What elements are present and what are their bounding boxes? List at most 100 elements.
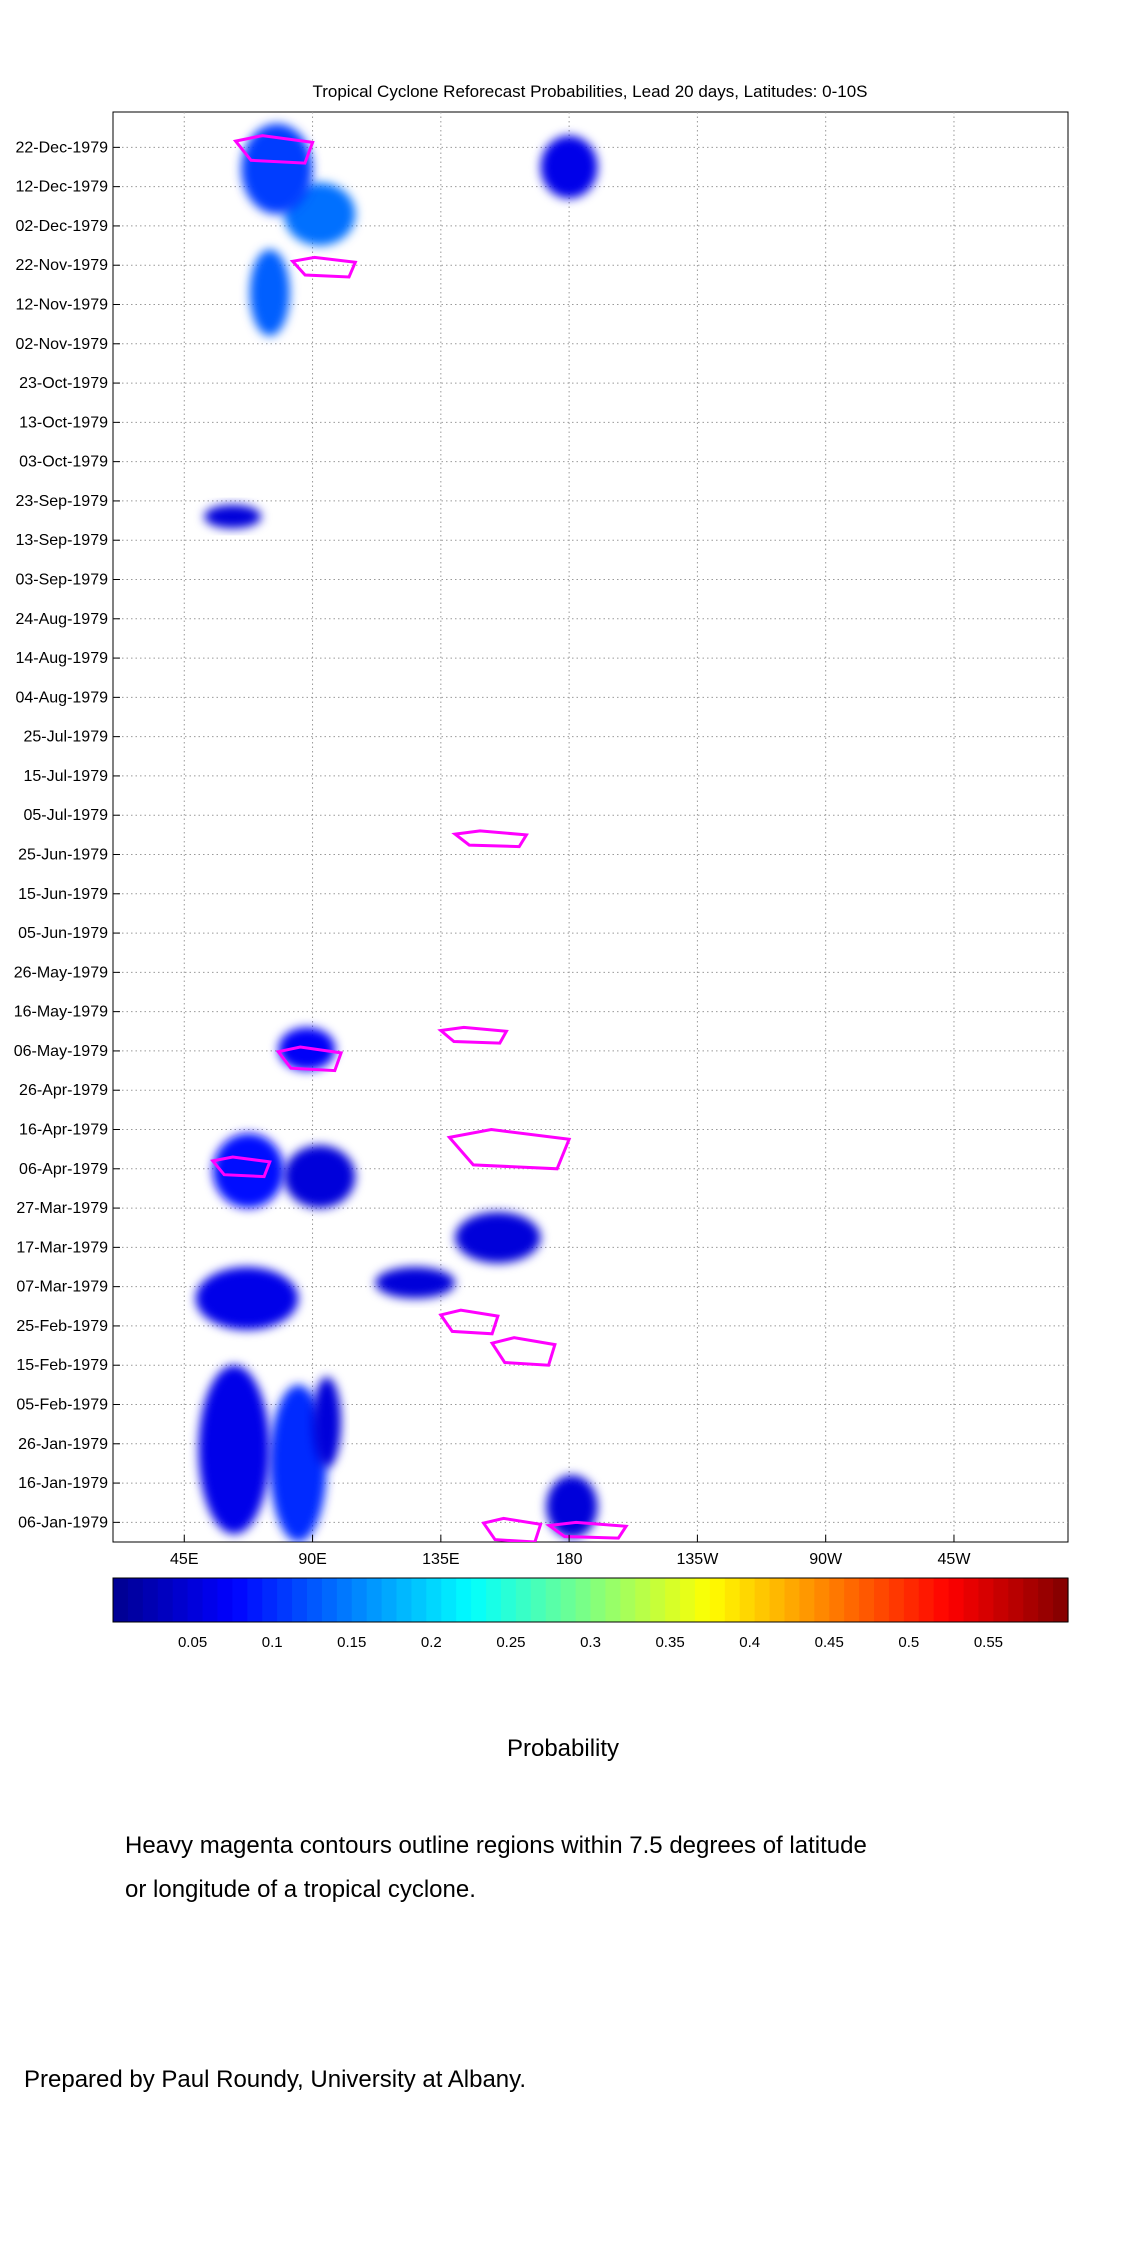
colorbar-swatch xyxy=(680,1578,696,1622)
x-tick-label: 90E xyxy=(298,1551,326,1568)
colorbar-swatch xyxy=(993,1578,1009,1622)
cyclone-contour xyxy=(451,829,529,849)
y-tick-label: 03-Sep-1979 xyxy=(15,572,108,589)
colorbar-swatch xyxy=(545,1578,562,1622)
colorbar-swatch xyxy=(799,1578,815,1622)
colorbar-swatch xyxy=(1023,1578,1039,1622)
colorbar-swatch xyxy=(336,1578,353,1622)
y-tick-label: 23-Sep-1979 xyxy=(15,493,108,510)
colorbar-swatch xyxy=(739,1578,756,1622)
y-tick-label: 13-Oct-1979 xyxy=(19,414,108,431)
colorbar-swatch xyxy=(321,1578,338,1622)
colorbar-swatch xyxy=(724,1578,741,1622)
cyclone-contour xyxy=(446,1127,572,1171)
colorbar: 0.05 0.1 0.15 0.2 0.25 0.3 0.35 0.4 0.45 0.5 0.55 xyxy=(112,1577,1069,1651)
colorbar-swatch xyxy=(918,1578,935,1622)
colorbar-swatch xyxy=(113,1578,129,1622)
colorbar-swatch xyxy=(694,1578,711,1622)
caption: Heavy magenta contours outline regions w… xyxy=(125,1824,1025,1912)
y-tick-label: 06-May-1979 xyxy=(14,1043,108,1060)
colorbar-tick-label: 0.45 xyxy=(815,1634,844,1651)
y-tick-label: 22-Dec-1979 xyxy=(16,139,109,156)
y-tick-label: 15-Feb-1979 xyxy=(16,1357,108,1374)
caption-line-2: or longitude of a tropical cyclone. xyxy=(125,1876,476,1903)
y-tick-label: 16-Jan-1979 xyxy=(18,1475,108,1492)
probability-region xyxy=(540,135,598,199)
colorbar-swatch xyxy=(650,1578,666,1622)
colorbar-swatch xyxy=(306,1578,323,1622)
colorbar-swatch xyxy=(874,1578,890,1622)
colorbar-tick-label: 0.3 xyxy=(580,1634,601,1651)
colorbar-swatch xyxy=(844,1578,860,1622)
colorbar-swatch xyxy=(157,1578,174,1622)
colorbar-swatch xyxy=(1038,1578,1054,1622)
colorbar-swatch xyxy=(605,1578,621,1622)
colorbar-swatch xyxy=(217,1578,233,1622)
colorbar-swatch xyxy=(486,1578,502,1622)
probability-region xyxy=(249,249,290,336)
colorbar-swatch xyxy=(963,1578,980,1622)
colorbar-swatch xyxy=(500,1578,517,1622)
y-tick-label: 05-Jun-1979 xyxy=(18,925,108,942)
y-tick-label: 26-Apr-1979 xyxy=(19,1082,108,1099)
colorbar-swatch xyxy=(426,1578,442,1622)
colorbar-swatch xyxy=(351,1578,368,1622)
probability-region xyxy=(204,504,262,529)
colorbar-swatch xyxy=(635,1578,651,1622)
y-tick-label: 16-May-1979 xyxy=(14,1004,108,1021)
colorbar-swatch xyxy=(262,1578,278,1622)
cyclone-contour xyxy=(232,134,315,165)
x-tick-label: 45W xyxy=(938,1551,972,1568)
y-tick-label: 24-Aug-1979 xyxy=(15,611,108,628)
colorbar-swatch xyxy=(127,1578,144,1622)
colorbar-swatch xyxy=(456,1578,472,1622)
colorbar-swatch xyxy=(859,1578,875,1622)
colorbar-tick-label: 0.05 xyxy=(178,1634,207,1651)
y-tick-label: 17-Mar-1979 xyxy=(16,1239,108,1256)
probability-region xyxy=(198,1365,270,1535)
colorbar-tick-label: 0.55 xyxy=(974,1634,1003,1651)
colorbar-swatch xyxy=(396,1578,413,1622)
y-tick-label: 13-Sep-1979 xyxy=(15,532,108,549)
x-tick-label: 45E xyxy=(170,1551,198,1568)
colorbar-swatch xyxy=(1053,1578,1069,1622)
probability-region xyxy=(312,1377,342,1468)
y-tick-label: 05-Jul-1979 xyxy=(24,807,109,824)
probability-region xyxy=(241,123,313,215)
colorbar-swatch xyxy=(202,1578,219,1622)
cyclone-contour xyxy=(437,1025,509,1045)
y-tick-label: 02-Nov-1979 xyxy=(16,336,109,353)
colorbar-swatch xyxy=(829,1578,845,1622)
colorbar-swatch xyxy=(709,1578,726,1622)
colorbar-tick-label: 0.5 xyxy=(898,1634,919,1651)
y-tick-label: 26-May-1979 xyxy=(14,964,108,981)
colorbar-swatch xyxy=(933,1578,950,1622)
x-tick-label: 90W xyxy=(809,1551,843,1568)
y-tick-label: 16-Apr-1979 xyxy=(19,1122,108,1139)
x-tick-label: 135W xyxy=(677,1551,720,1568)
caption-line-1: Heavy magenta contours outline regions w… xyxy=(125,1832,867,1859)
colorbar-swatch xyxy=(948,1578,965,1622)
cyclone-contour xyxy=(545,1520,629,1540)
y-tick-label: 12-Dec-1979 xyxy=(16,179,109,196)
credit-text: Prepared by Paul Roundy, University at A… xyxy=(24,2066,527,2093)
y-tick-label: 06-Jan-1979 xyxy=(18,1514,108,1531)
probability-region xyxy=(455,1212,541,1264)
colorbar-swatch xyxy=(769,1578,786,1622)
colorbar-swatch xyxy=(888,1578,905,1622)
cyclone-contour xyxy=(275,1045,344,1073)
cyclone-contour xyxy=(489,1336,557,1367)
colorbar-swatch xyxy=(381,1578,398,1622)
colorbar-tick-label: 0.1 xyxy=(262,1634,283,1651)
colorbar-swatch xyxy=(620,1578,636,1622)
colorbar-swatch xyxy=(471,1578,487,1622)
colorbar-swatch xyxy=(277,1578,293,1622)
cyclone-contour xyxy=(210,1155,272,1179)
y-tick-label: 23-Oct-1979 xyxy=(19,375,108,392)
colorbar-swatch xyxy=(754,1578,771,1622)
cyclone-contours xyxy=(210,134,629,1542)
y-tick-label: 06-Apr-1979 xyxy=(19,1161,108,1178)
chart-title: Tropical Cyclone Reforecast Probabilitie… xyxy=(312,82,867,101)
colorbar-label: Probability xyxy=(506,1735,620,1762)
y-axis: 06-Jan-1979 16-Jan-1979 26-Jan-1979 05-Feb-… xyxy=(14,139,120,1531)
